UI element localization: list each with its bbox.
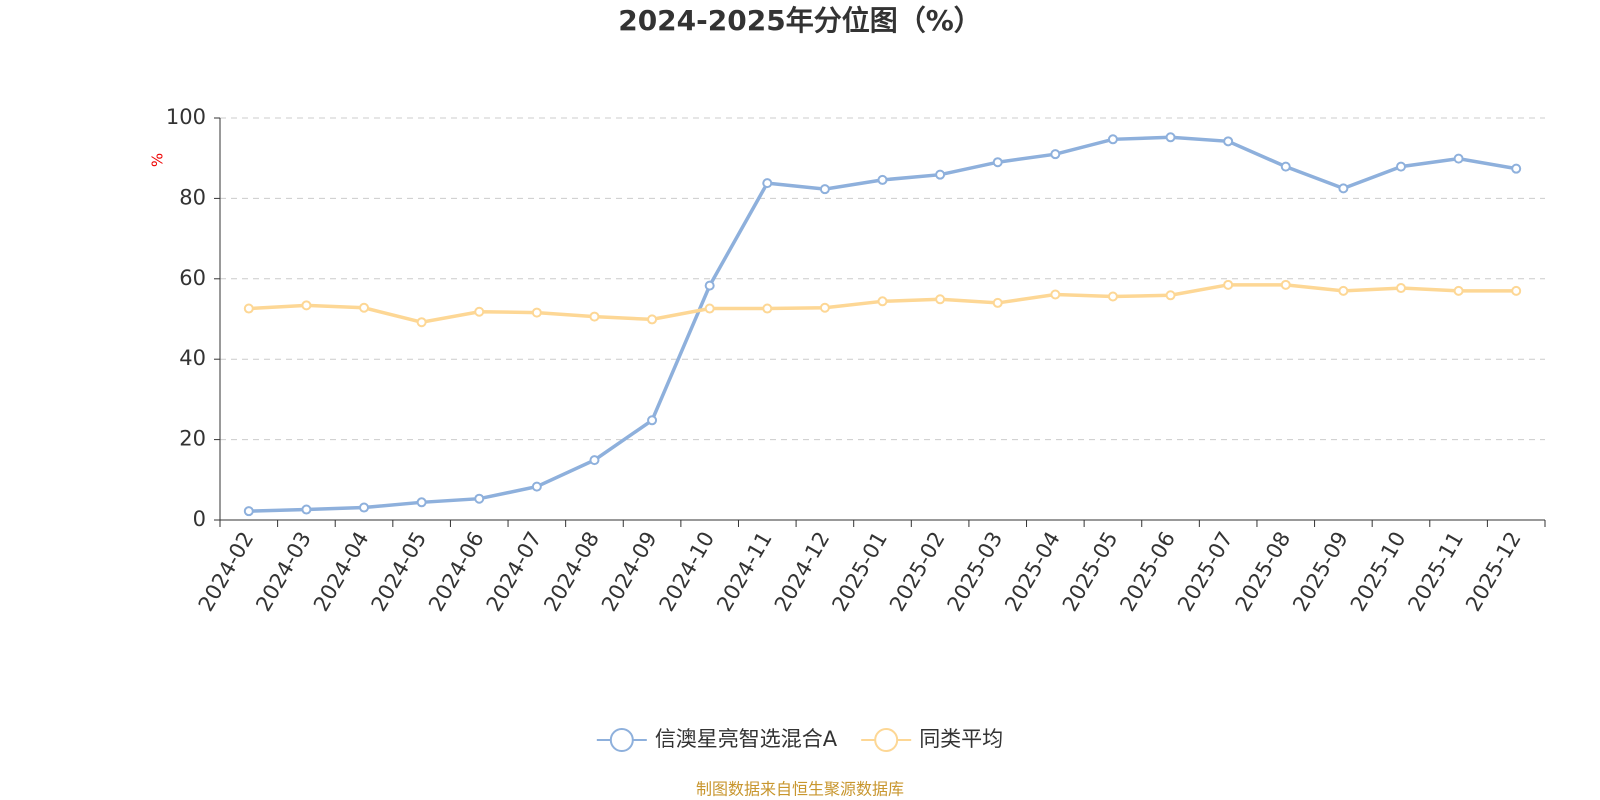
data-point xyxy=(1395,161,1406,172)
data-point xyxy=(416,317,427,328)
legend-label: 信澳星亮智选混合A xyxy=(655,727,838,751)
data-point xyxy=(1395,283,1406,294)
source-note: 制图数据来自恒生聚源数据库 xyxy=(696,780,904,799)
y-tick-label: 40 xyxy=(179,346,206,370)
data-point xyxy=(935,169,946,180)
data-point xyxy=(1511,285,1522,296)
y-tick-label: 80 xyxy=(179,185,206,209)
data-point xyxy=(243,506,254,517)
data-point xyxy=(1107,134,1118,145)
data-point xyxy=(359,502,370,513)
x-tick-label: 2024-03 xyxy=(251,528,316,616)
data-point xyxy=(1050,289,1061,300)
x-tick-label: 2025-09 xyxy=(1288,528,1353,616)
y-tick-label: 0 xyxy=(193,507,206,531)
data-point xyxy=(877,174,888,185)
data-point xyxy=(1050,149,1061,160)
x-tick-label: 2024-04 xyxy=(309,528,374,616)
legend-marker xyxy=(609,728,634,752)
data-point xyxy=(1165,290,1176,301)
data-point xyxy=(819,184,830,195)
x-tick-label: 2025-05 xyxy=(1058,528,1123,616)
x-tick-label: 2024-05 xyxy=(366,528,431,616)
data-point xyxy=(1223,136,1234,147)
data-point xyxy=(301,300,312,311)
x-tick-label: 2025-01 xyxy=(827,528,892,616)
x-tick-label: 2024-08 xyxy=(539,528,604,616)
data-point xyxy=(1223,279,1234,290)
x-tick-label: 2025-11 xyxy=(1403,528,1468,616)
y-tick-label: 60 xyxy=(179,266,206,290)
data-point xyxy=(762,303,773,314)
x-tick-label: 2025-12 xyxy=(1461,528,1526,616)
data-point xyxy=(877,296,888,307)
series-line xyxy=(248,135,1517,513)
data-point xyxy=(647,314,658,325)
x-tick-label: 2025-06 xyxy=(1115,528,1180,616)
data-point xyxy=(935,294,946,305)
data-point xyxy=(1338,183,1349,194)
y-tick-label: 100 xyxy=(166,105,206,129)
y-tick-label: 20 xyxy=(179,427,206,451)
x-tick-label: 2024-07 xyxy=(482,528,547,616)
x-tick-label: 2025-02 xyxy=(885,527,950,615)
x-tick-label: 2024-10 xyxy=(655,528,720,616)
data-point xyxy=(1453,153,1464,164)
data-point xyxy=(647,415,658,426)
data-point xyxy=(819,302,830,313)
data-point xyxy=(1280,161,1291,172)
legend-marker xyxy=(874,728,899,752)
data-point xyxy=(416,497,427,508)
data-point xyxy=(1511,163,1522,174)
data-point xyxy=(1453,285,1464,296)
data-point xyxy=(589,455,600,466)
data-point xyxy=(704,303,715,314)
data-point xyxy=(1107,291,1118,302)
x-tick-label: 2024-11 xyxy=(712,528,777,616)
x-tick-label: 2024-02 xyxy=(194,528,259,616)
data-point xyxy=(762,178,773,189)
x-tick-label: 2024-06 xyxy=(424,528,489,616)
x-tick-label: 2024-09 xyxy=(597,528,662,616)
data-point xyxy=(589,311,600,322)
chart-title: 2024-2025年分位图（%） xyxy=(618,4,982,37)
y-axis-label: % xyxy=(149,153,167,167)
x-tick-label: 2025-07 xyxy=(1173,528,1238,616)
x-tick-label: 2025-03 xyxy=(943,528,1008,616)
data-point xyxy=(992,157,1003,168)
x-tick-label: 2024-12 xyxy=(770,528,835,616)
legend-label: 同类平均 xyxy=(919,727,1003,751)
data-point xyxy=(1338,285,1349,296)
data-point xyxy=(243,303,254,314)
data-point xyxy=(359,302,370,313)
data-point xyxy=(704,280,715,291)
x-tick-label: 2025-08 xyxy=(1231,528,1296,616)
data-point xyxy=(992,297,1003,308)
data-point xyxy=(474,493,485,504)
x-tick-label: 2025-10 xyxy=(1346,528,1411,616)
data-point xyxy=(301,504,312,515)
data-point xyxy=(531,307,542,318)
data-point xyxy=(531,481,542,492)
data-point xyxy=(1280,279,1291,290)
x-tick-label: 2025-04 xyxy=(1000,528,1065,616)
data-point xyxy=(474,306,485,317)
data-point xyxy=(1165,132,1176,143)
